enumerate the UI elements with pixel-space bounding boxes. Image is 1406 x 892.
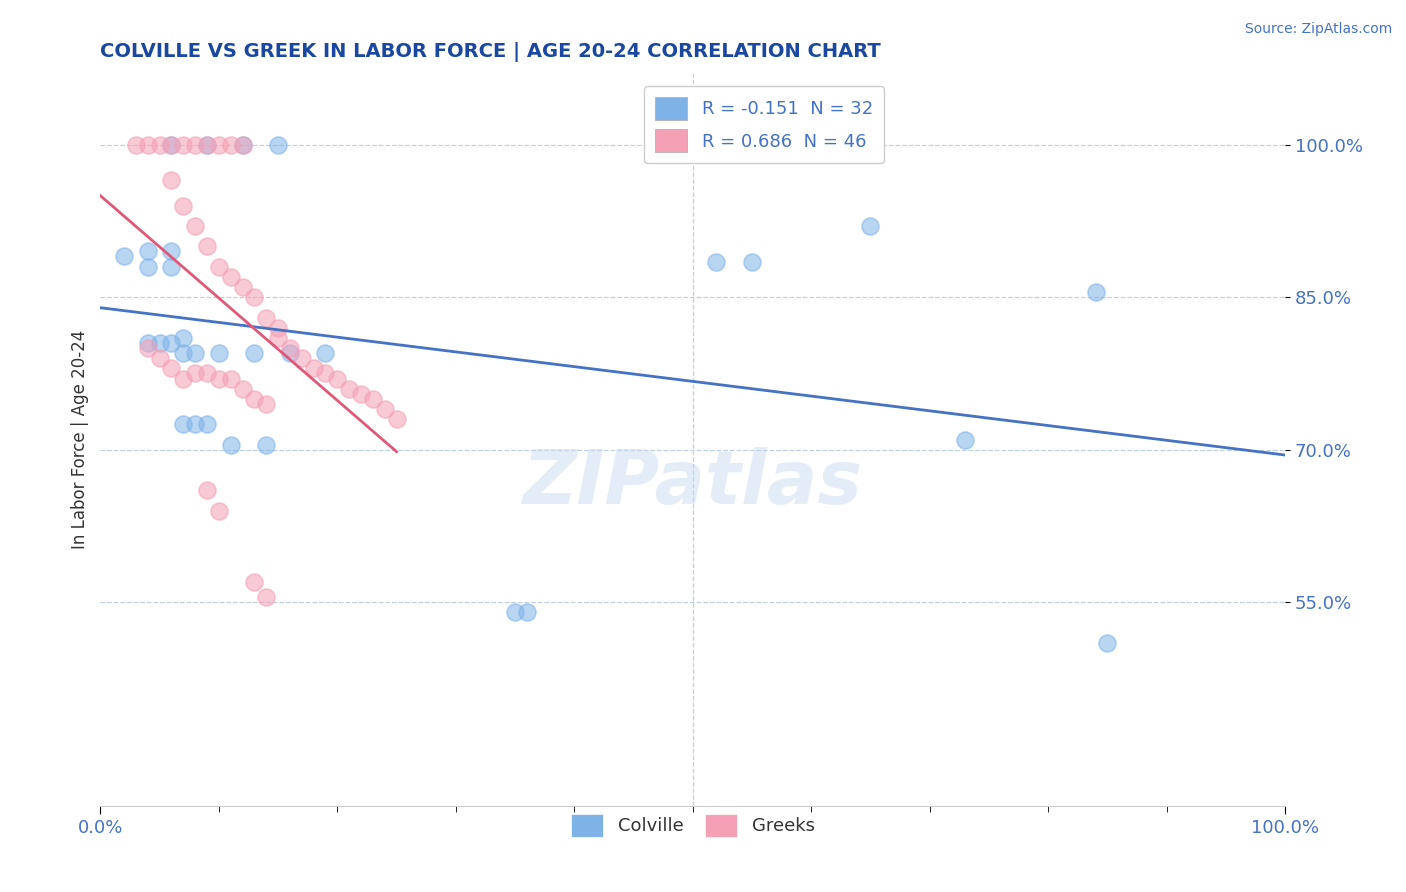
- Point: [160, 137, 183, 152]
- Point: [160, 173, 183, 187]
- Text: ZIPatlas: ZIPatlas: [523, 447, 863, 520]
- Point: [208, 260, 231, 274]
- Point: [302, 361, 325, 376]
- Point: [160, 137, 183, 152]
- Legend: Colville, Greeks: Colville, Greeks: [564, 806, 823, 844]
- Point: [172, 417, 194, 432]
- Point: [208, 137, 231, 152]
- Point: [195, 417, 218, 432]
- Point: [267, 137, 290, 152]
- Point: [149, 137, 172, 152]
- Point: [136, 137, 159, 152]
- Point: [243, 346, 266, 360]
- Point: [149, 335, 172, 350]
- Point: [136, 335, 159, 350]
- Point: [136, 260, 159, 274]
- Point: [243, 290, 266, 304]
- Point: [184, 417, 207, 432]
- Point: [1084, 285, 1107, 299]
- Point: [112, 250, 135, 264]
- Point: [149, 351, 172, 366]
- Point: [243, 574, 266, 589]
- Point: [706, 254, 728, 268]
- Point: [243, 392, 266, 406]
- Point: [1097, 636, 1119, 650]
- Point: [172, 137, 194, 152]
- Point: [208, 346, 231, 360]
- Point: [160, 260, 183, 274]
- Point: [160, 244, 183, 259]
- Point: [231, 382, 253, 396]
- Point: [219, 371, 242, 385]
- Point: [172, 331, 194, 345]
- Point: [350, 386, 373, 401]
- Point: [184, 346, 207, 360]
- Point: [195, 137, 218, 152]
- Point: [385, 412, 408, 426]
- Point: [208, 371, 231, 385]
- Point: [219, 137, 242, 152]
- Text: COLVILLE VS GREEK IN LABOR FORCE | AGE 20-24 CORRELATION CHART: COLVILLE VS GREEK IN LABOR FORCE | AGE 2…: [100, 42, 882, 62]
- Point: [195, 137, 218, 152]
- Point: [314, 367, 336, 381]
- Point: [136, 244, 159, 259]
- Point: [278, 341, 301, 355]
- Point: [278, 346, 301, 360]
- Point: [361, 392, 384, 406]
- Point: [254, 591, 277, 605]
- Point: [326, 371, 349, 385]
- Point: [254, 437, 277, 451]
- Point: [195, 483, 218, 498]
- Point: [172, 371, 194, 385]
- Point: [955, 433, 977, 447]
- Point: [516, 606, 538, 620]
- Point: [195, 367, 218, 381]
- Point: [195, 239, 218, 253]
- Point: [314, 346, 336, 360]
- Point: [184, 219, 207, 233]
- Point: [374, 402, 396, 417]
- Point: [231, 137, 253, 152]
- Point: [160, 335, 183, 350]
- Point: [172, 346, 194, 360]
- Point: [208, 504, 231, 518]
- Point: [337, 382, 360, 396]
- Point: [254, 310, 277, 325]
- Point: [231, 137, 253, 152]
- Point: [254, 397, 277, 411]
- Point: [172, 199, 194, 213]
- Point: [160, 361, 183, 376]
- Point: [231, 280, 253, 294]
- Text: Source: ZipAtlas.com: Source: ZipAtlas.com: [1244, 22, 1392, 37]
- Y-axis label: In Labor Force | Age 20-24: In Labor Force | Age 20-24: [72, 330, 89, 549]
- Point: [267, 320, 290, 334]
- Point: [741, 254, 763, 268]
- Point: [219, 437, 242, 451]
- Point: [859, 219, 882, 233]
- Point: [267, 331, 290, 345]
- Point: [291, 351, 314, 366]
- Point: [125, 137, 148, 152]
- Point: [184, 367, 207, 381]
- Point: [219, 269, 242, 284]
- Point: [503, 606, 526, 620]
- Point: [184, 137, 207, 152]
- Point: [136, 341, 159, 355]
